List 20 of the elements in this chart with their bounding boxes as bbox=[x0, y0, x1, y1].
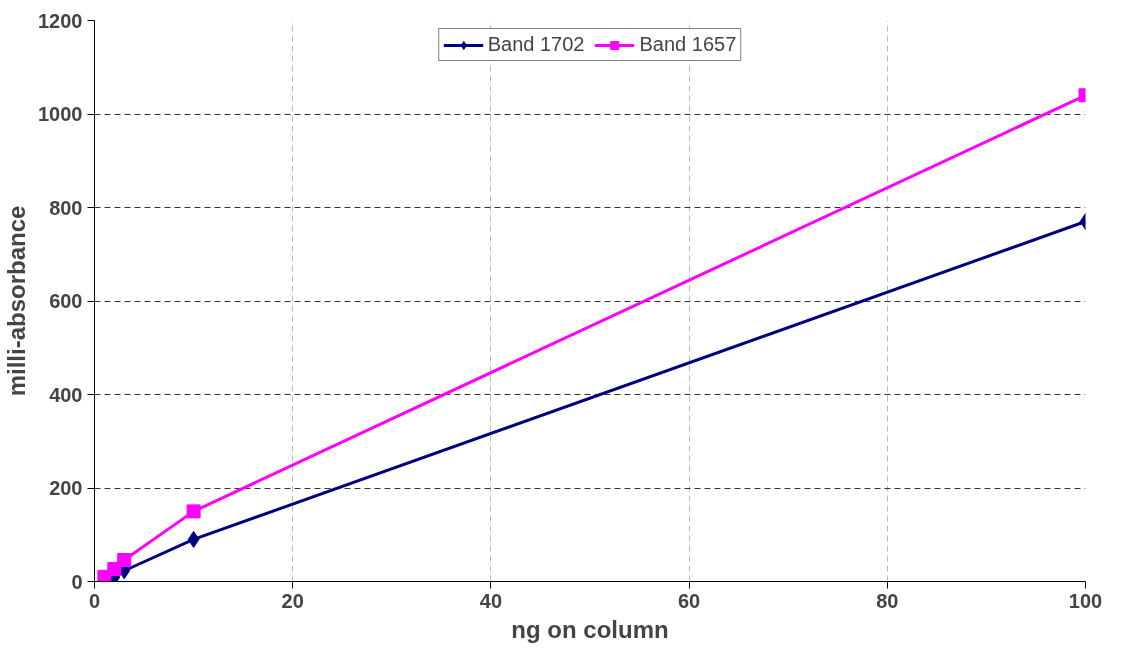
y-tick-label: 0 bbox=[71, 570, 83, 593]
point bbox=[186, 504, 201, 519]
y-tick-label: 600 bbox=[49, 290, 83, 312]
point bbox=[117, 552, 132, 567]
y-axis-title: milli-absorbance bbox=[3, 205, 31, 397]
legend-label: Band 1657 bbox=[639, 33, 737, 56]
x-axis-title: ng on column bbox=[511, 615, 669, 643]
x-tick-label: 60 bbox=[677, 589, 701, 612]
x-tick-label: 40 bbox=[479, 589, 503, 612]
y-tick-label: 1200 bbox=[38, 9, 83, 32]
y-tick-label: 800 bbox=[49, 196, 83, 219]
x-tick-label: 0 bbox=[88, 589, 101, 612]
legend-label: Band 1702 bbox=[487, 33, 585, 56]
point bbox=[187, 530, 200, 548]
x-tick-label: 100 bbox=[1068, 589, 1103, 612]
x-tick-label: 80 bbox=[876, 589, 899, 612]
x-tick-label: 20 bbox=[281, 589, 304, 612]
y-tick-label: 1000 bbox=[38, 103, 83, 125]
y-tick-label: 200 bbox=[49, 477, 83, 499]
y-tick-label: 400 bbox=[49, 383, 83, 406]
